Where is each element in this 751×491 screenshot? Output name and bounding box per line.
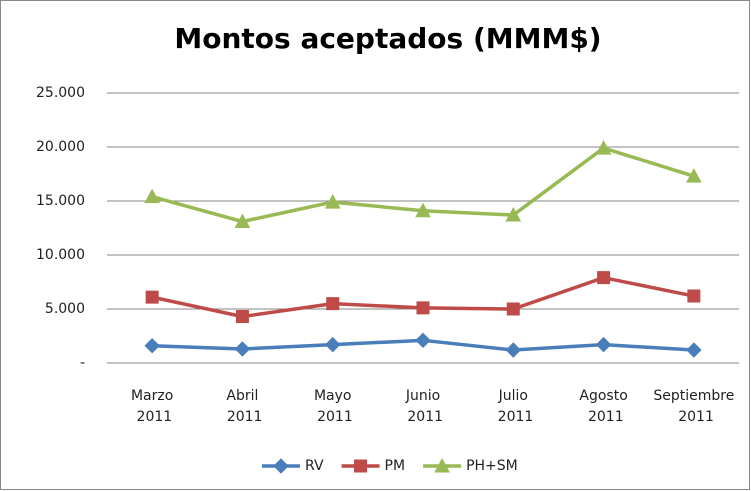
data-point [324, 194, 341, 209]
chart-title: Montos aceptados (MMM$) [174, 22, 601, 55]
data-point [595, 140, 612, 155]
y-tick-label: 20.000 [36, 139, 85, 155]
y-tick-label: 15.000 [36, 193, 85, 209]
y-tick-label: - [80, 355, 85, 371]
legend-marker [434, 457, 450, 473]
data-point [325, 336, 341, 353]
data-point [597, 271, 611, 285]
data-point [144, 338, 160, 354]
data-point [326, 297, 340, 311]
data-point [235, 310, 249, 324]
x-tick-label: Mayo 2011 [313, 388, 353, 425]
x-tick-label: Septiembre 2011 [653, 388, 734, 425]
data-point [505, 206, 522, 222]
data-point [506, 302, 520, 316]
legend-marker [354, 459, 368, 473]
data-point [686, 168, 702, 183]
data-point [415, 332, 431, 349]
data-point [234, 341, 251, 357]
data-point [416, 301, 430, 315]
x-tick-label: Agosto 2011 [579, 388, 627, 425]
data-point [595, 336, 612, 353]
legend-label: PH+SM [466, 458, 518, 474]
y-tick-label: 5.000 [45, 301, 85, 317]
legend-marker [273, 458, 289, 474]
legend-label: RV [305, 458, 324, 474]
data-point [144, 188, 160, 204]
data-point [687, 289, 701, 303]
y-tick-label: 10.000 [36, 247, 85, 263]
data-point [145, 290, 159, 304]
x-tick-label: Junio 2011 [403, 388, 443, 425]
data-point [234, 213, 251, 229]
data-point [415, 202, 431, 218]
data-point [686, 342, 702, 358]
x-tick-label: Marzo 2011 [131, 388, 173, 425]
x-tick-label: Abril 2011 [222, 388, 262, 425]
data-point [505, 342, 521, 358]
x-tick-label: Julio 2011 [493, 388, 533, 425]
legend-label: PM [385, 458, 406, 474]
y-tick-label: 25.000 [36, 85, 85, 101]
